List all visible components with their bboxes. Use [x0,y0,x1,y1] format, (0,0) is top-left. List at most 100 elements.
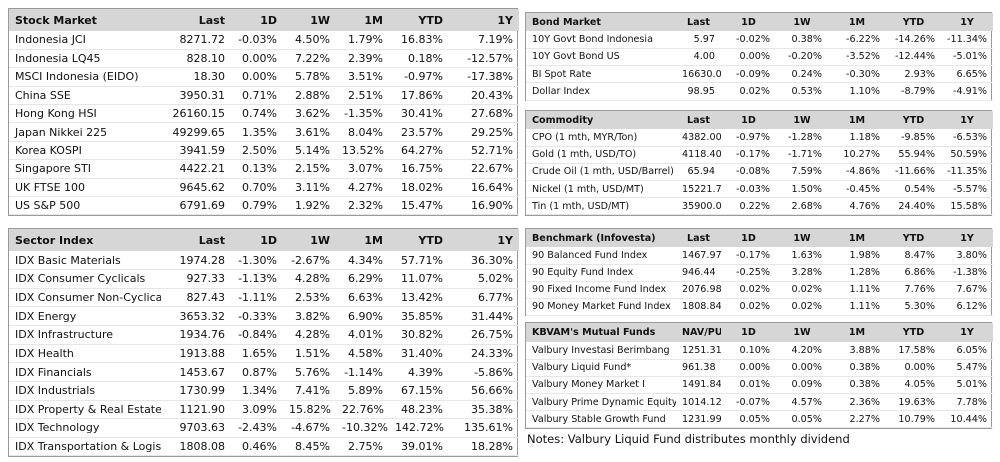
table-title: Bond Market [526,13,676,31]
row-label: IDX Consumer Cyclicals [9,269,161,289]
cell-value: 0.74% [231,104,283,124]
row-label: Nickel (1 mth, USD/MT) [526,180,676,199]
cell-value: 31.44% [449,306,519,326]
cell-value: 0.79% [231,196,283,216]
cell-value: 6.29% [336,269,389,289]
cell-value: 7.19% [449,31,519,50]
column-header: 1W [283,9,336,31]
cell-value: -0.08% [721,163,776,182]
cell-value: -3.52% [828,48,886,67]
row-label: 10Y Govt Bond US [526,48,676,67]
column-header: 1D [231,229,283,251]
cell-value: 3.51% [336,67,389,87]
table-row: US S&P 500 6791.69 0.79% 1.92% 2.32% 15.47% 16… [9,196,519,216]
cell-value: 0.38% [828,376,886,395]
cell-value: 0.54% [886,180,941,199]
table-row: Indonesia JCI 8271.72 -0.03% 4.50% 1.79% 16.8… [9,31,519,50]
cell-value: 27.68% [449,104,519,124]
cell-value: 6.90% [336,306,389,326]
table-row: China SSE 3950.31 0.71% 2.88% 2.51% 17.86% 20.… [9,86,519,106]
cell-value: 55.94% [886,146,941,164]
cell-value: 0.18% [389,49,449,69]
cell-value: 3.09% [231,400,283,420]
table-row: IDX Consumer Non-Cyclicals 827.43 -1.11% 2.… [9,288,519,308]
cell-value: 4.34% [336,251,389,271]
cell-value: 1.10% [828,82,886,101]
cell-value: 3.28% [776,264,828,282]
table-row: Valbury Prime Dynamic Equity 1014.12 -0.07… [526,393,993,412]
cell-value: 15.47% [389,196,449,216]
cell-value: 39.01% [389,437,449,457]
cell-value: 16630.00 [676,65,721,84]
cell-value: 31.40% [389,344,449,364]
cell-value: 22.67% [449,159,519,179]
table-row: Tin (1 mth, USD/MT)35900.000.22%2.68%4.7… [526,197,993,216]
cell-value: 5.76% [283,362,336,382]
cell-value: 5.30% [886,298,941,316]
cell-value: 19.63% [886,393,941,412]
column-header: 1D [721,323,776,342]
cell-value: 0.02% [776,298,828,316]
data-table: Benchmark (Infovesta) Last 1D 1W 1M YTD 1Y 90 B… [526,229,993,316]
cell-value: 3653.32 [161,306,231,326]
row-label: 90 Equity Fund Index [526,264,676,282]
cell-value: 2.27% [828,410,886,429]
cell-value: 7.22% [283,49,336,69]
cell-value: -4.86% [828,163,886,182]
cell-value: 13.42% [389,288,449,308]
header-row: Sector Index Last 1D 1W 1M YTD 1Y [9,229,519,251]
column-header: YTD [389,9,449,31]
cell-value: 3.11% [283,178,336,198]
cell-value: -1.14% [336,362,389,382]
cell-value: 0.00% [721,48,776,67]
table-row: Valbury Liquid Fund* 961.38 0.00% 0.00% 0.38… [526,359,993,377]
table-row: Indonesia LQ45 828.10 0.00% 7.22% 2.39% 0.18%… [9,49,519,69]
table-title: Stock Market [9,9,161,31]
cell-value: 4118.40 [676,146,721,164]
row-label: 90 Money Market Fund Index [526,298,676,316]
notes: Notes: Valbury Liquid Fund distributes m… [527,432,850,446]
row-label: IDX Property & Real Estate [9,400,161,420]
cell-value: 18.02% [389,178,449,198]
cell-value: -0.03% [231,31,283,50]
table-panel: Stock Market Last 1D 1W 1M YTD 1Y Indonesia JCI… [8,8,519,216]
cell-value: 2.93% [886,65,941,84]
cell-value: 65.94 [676,163,721,182]
row-label: Gold (1 mth, USD/TO) [526,146,676,164]
table-row: Nickel (1 mth, USD/MT)15221.79-0.03%1.50… [526,180,993,199]
cell-value: 0.10% [721,342,776,360]
cell-value: 4.27% [336,178,389,198]
row-label: IDX Transportation & Logistic [9,437,161,457]
table-row: UK FTSE 100 9645.62 0.70% 3.11% 4.27% 18.02% 1… [9,178,519,198]
cell-value: -11.35% [941,163,993,182]
table-row: IDX Technology 9703.63 -2.43% -4.67% -10.32%… [9,418,519,438]
table-title: Commodity [526,111,676,129]
cell-value: 5.78% [283,67,336,87]
cell-value: 0.02% [721,298,776,316]
cell-value: -1.11% [231,288,283,308]
cell-value: 22.76% [336,400,389,420]
column-header: 1W [283,229,336,251]
cell-value: 36.30% [449,251,519,271]
table-panel: Sector Index Last 1D 1W 1M YTD 1Y IDX Basic Mat… [8,228,519,457]
cell-value: 30.82% [389,325,449,345]
cell-value: 1974.28 [161,251,231,271]
cell-value: 1491.84 [676,376,721,395]
cell-value: 8271.72 [161,31,231,50]
cell-value: 26.75% [449,325,519,345]
cell-value: 2.68% [776,197,828,216]
header-row: Commodity Last 1D 1W 1M YTD 1Y [526,111,993,129]
cell-value: 1.50% [776,180,828,199]
cell-value: 2.32% [336,196,389,216]
cell-value: 18.30 [161,67,231,87]
table-panel: Bond Market Last 1D 1W 1M YTD 1Y 10Y Govt Bond … [525,12,993,101]
cell-value: -0.30% [828,65,886,84]
cell-value: 49299.65 [161,122,231,142]
cell-value: 16.90% [449,196,519,216]
cell-value: -1.71% [776,146,828,164]
cell-value: 1.35% [231,122,283,142]
cell-value: 4.57% [776,393,828,412]
column-header: 1Y [941,13,993,31]
cell-value: -0.17% [721,146,776,164]
table-row: Singapore STI 4422.21 0.13% 2.15% 3.07% 16.75… [9,159,519,179]
